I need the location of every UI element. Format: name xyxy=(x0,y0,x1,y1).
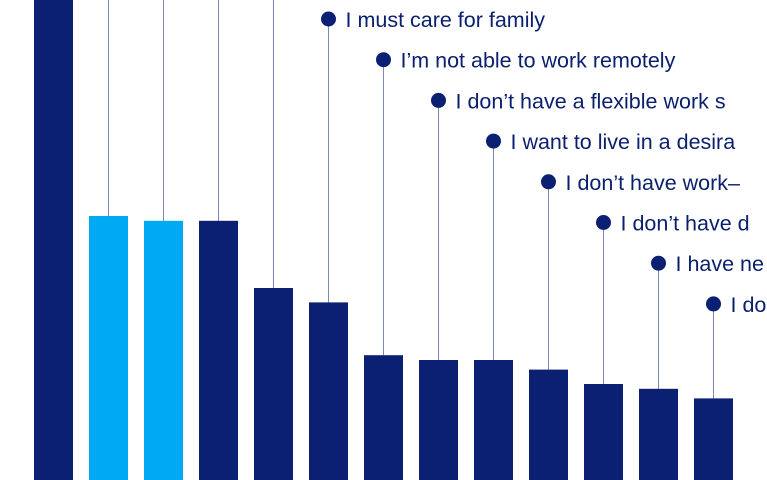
label-marker-13 xyxy=(706,296,721,312)
label-marker-7 xyxy=(376,52,391,68)
label-marker-8 xyxy=(431,92,446,108)
bar-9 xyxy=(474,360,513,480)
bars xyxy=(34,0,733,480)
bar-label-11: I don’t have d xyxy=(621,212,750,236)
label-marker-11 xyxy=(596,215,611,230)
bar-3 xyxy=(144,220,183,480)
bar-10 xyxy=(529,369,568,480)
bar-label-7: I’m not able to work remotely xyxy=(401,49,676,73)
bar-8 xyxy=(419,360,458,480)
label-marker-9 xyxy=(486,133,501,149)
bar-label-6: I must care for family xyxy=(346,8,546,32)
bar-11 xyxy=(584,384,623,480)
bar-labels: I must care for family I’m not able to wo… xyxy=(321,8,766,317)
label-marker-10 xyxy=(541,174,556,190)
bar-label-12: I have ne xyxy=(676,252,764,276)
bar-label-8: I don’t have a flexible work s xyxy=(456,89,726,113)
bar-1 xyxy=(34,0,73,480)
bar-2 xyxy=(89,216,128,480)
bar-label-9: I want to live in a desira xyxy=(511,130,736,154)
bar-12 xyxy=(639,388,678,480)
bar-6 xyxy=(309,302,348,480)
bar-label-13: I do xyxy=(731,293,767,317)
label-marker-6 xyxy=(321,11,336,27)
bar-13 xyxy=(694,398,733,480)
bar-4 xyxy=(199,220,238,480)
leader-lines xyxy=(108,0,714,399)
label-marker-12 xyxy=(651,255,666,271)
bar-7 xyxy=(364,355,403,480)
bar-label-10: I don’t have work– xyxy=(566,171,741,195)
bar-5 xyxy=(254,288,293,480)
